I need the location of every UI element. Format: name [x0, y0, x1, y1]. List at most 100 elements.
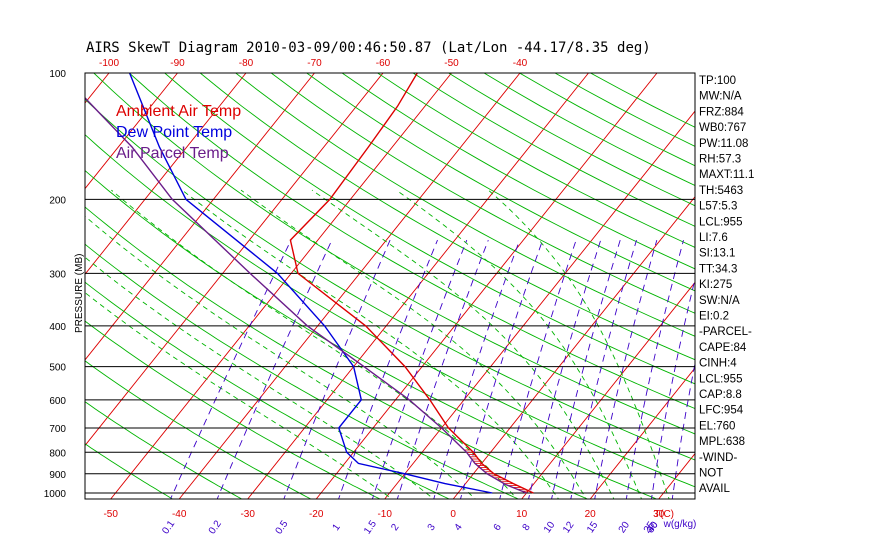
mixing-ratio-line — [671, 361, 695, 499]
dry-adiabat — [412, 73, 695, 227]
dry-adiabat — [85, 243, 520, 499]
moist-adiabat — [488, 189, 670, 499]
top-temperature-tick: -40 — [513, 58, 528, 69]
index-entry: SI:13.1 — [699, 248, 735, 260]
bottom-temperature-tick: -50 — [103, 509, 118, 520]
moist-adiabat — [85, 215, 476, 499]
index-entry: TH:5463 — [699, 185, 743, 197]
pressure-tick-label: 1000 — [44, 489, 67, 500]
mixing-ratio-line — [338, 239, 438, 499]
stability-indices: TP:100 MW:N/A FRZ:884 WB0:767 PW:11.08 RH:57.… — [699, 75, 754, 495]
index-entry: MPL:638 — [699, 436, 745, 448]
mixing-ratio-tick: 4 — [453, 522, 465, 533]
sounding-profiles — [85, 73, 534, 494]
isotherm-line — [85, 73, 178, 190]
pressure-tick-label: 300 — [49, 269, 66, 280]
dry-adiabat — [85, 443, 174, 499]
mixing-ratio-line — [625, 239, 684, 499]
legend: Ambient Air Temp Dew Point Temp Air Parcel… — [116, 103, 241, 162]
mixing-ratio-tick: 1 — [331, 522, 343, 533]
pressure-tick-label: 500 — [49, 363, 66, 374]
index-entry: EL:760 — [699, 420, 735, 432]
background-grid — [0, 73, 870, 499]
moist-adiabat — [396, 189, 643, 499]
top-temperature-tick: -80 — [239, 58, 254, 69]
mixing-ratio-tick: 15 — [585, 519, 601, 535]
mixing-ratio-line — [570, 239, 637, 499]
pressure-tick-label: 800 — [49, 448, 66, 459]
dry-adiabat — [85, 360, 312, 499]
mixing-ratio-line — [371, 239, 468, 499]
mixing-ratio-line — [528, 239, 602, 499]
bottom-temperature-tick: -20 — [309, 509, 324, 520]
legend-item: Air Parcel Temp — [116, 145, 229, 162]
air-parcel-temp-line — [85, 96, 527, 494]
isotherm-line — [85, 73, 247, 275]
mixing-ratio-tick: 0.5 — [274, 518, 291, 536]
mixing-ratio-tick: 6 — [492, 522, 504, 533]
dry-adiabat — [305, 73, 695, 292]
index-entry: LI:7.6 — [699, 232, 728, 244]
index-entry: LCL:955 — [699, 216, 742, 228]
mixing-ratio-line — [170, 239, 292, 499]
index-entry: -WIND- — [699, 452, 737, 464]
bottom-temperature-tick: 10 — [516, 509, 528, 520]
bottom-temperature-tick: 30 — [653, 509, 665, 520]
bottom-temperature-tick: -10 — [377, 509, 392, 520]
y-axis-label: PRESSURE (MB) — [74, 254, 85, 333]
pressure-tick-label: 200 — [49, 195, 66, 206]
legend-item: Dew Point Temp — [116, 124, 232, 141]
bottom-temperature-tick: -30 — [240, 509, 255, 520]
mixing-ratio-tick: 0.2 — [207, 518, 224, 536]
dry-adiabat — [589, 73, 695, 128]
mixing-ratio-line — [433, 239, 521, 499]
dry-adiabat — [234, 73, 695, 337]
mixing-ratio-tick: 0.1 — [160, 518, 177, 536]
mixing-ratio-tick: 3 — [426, 522, 438, 533]
legend-item: Ambient Air Temp — [116, 103, 241, 120]
mixing-ratio-tick: 12 — [561, 520, 577, 536]
bottom-temperature-tick: 0 — [450, 509, 456, 520]
index-entry: EI:0.2 — [699, 311, 729, 323]
isotherm-line — [0, 73, 41, 499]
bottom-temperature-tick: 20 — [585, 509, 597, 520]
dry-adiabat — [85, 320, 381, 499]
mixing-ratio-tick: 2 — [389, 522, 401, 533]
mixing-ratio-tick: 10 — [542, 519, 558, 535]
isotherm-line — [85, 73, 315, 361]
mixing-ratio-line — [460, 239, 544, 499]
mixing-ratio-line — [594, 239, 658, 499]
isotherm-line — [727, 73, 870, 499]
top-temperature-tick: -60 — [376, 58, 391, 69]
dew-point-temp-line — [128, 73, 493, 494]
dry-adiabat — [128, 73, 695, 410]
index-entry: MW:N/A — [699, 91, 742, 103]
mixing-ratio-line — [651, 277, 695, 499]
isotherm-line — [85, 73, 110, 104]
index-entry: -PARCEL- — [699, 326, 752, 338]
dry-adiabat — [85, 169, 658, 499]
mixing-ratio-tick: 1.5 — [362, 518, 379, 536]
index-entry: L57:5.3 — [699, 201, 737, 213]
dry-adiabat — [341, 73, 695, 270]
mixing-ratio-tick: 20 — [617, 519, 633, 535]
index-entry: TT:34.3 — [699, 263, 737, 275]
index-entry: KI:275 — [699, 279, 732, 291]
dry-adiabat — [85, 206, 589, 499]
isotherm-line — [864, 73, 870, 499]
ambient-air-temp-line — [289, 73, 534, 494]
dry-adiabat — [164, 73, 695, 385]
mixing-ratio-line — [499, 239, 577, 499]
index-entry: PW:11.08 — [699, 138, 748, 150]
moist-adiabat — [85, 256, 435, 499]
index-entry: WB0:767 — [699, 122, 746, 134]
index-entry: LCL:955 — [699, 373, 742, 385]
dry-adiabat — [518, 73, 695, 167]
dry-adiabat — [199, 73, 695, 361]
moist-adiabat — [85, 292, 393, 499]
mixing-ratio-line — [216, 239, 333, 499]
isotherm-line — [796, 73, 870, 499]
mixing-ratio-line — [396, 239, 489, 499]
dry-adiabat — [376, 73, 695, 248]
